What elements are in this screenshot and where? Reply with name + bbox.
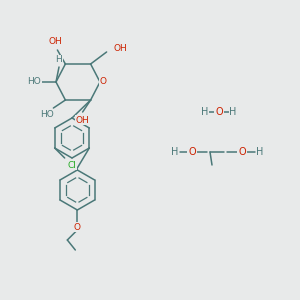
Text: Cl: Cl	[67, 160, 76, 169]
Text: H: H	[256, 147, 264, 157]
Text: H: H	[201, 107, 209, 117]
Text: O: O	[100, 77, 106, 86]
Text: H: H	[171, 147, 179, 157]
Text: HO: HO	[40, 110, 54, 118]
Text: O: O	[188, 147, 196, 157]
Text: H: H	[229, 107, 237, 117]
Text: OH: OH	[76, 116, 89, 124]
Text: H: H	[56, 56, 62, 64]
Text: O: O	[238, 147, 246, 157]
Text: OH: OH	[49, 38, 62, 46]
Text: HO: HO	[27, 77, 41, 86]
Text: O: O	[215, 107, 223, 117]
Text: OH: OH	[114, 44, 128, 53]
Text: O: O	[74, 223, 81, 232]
